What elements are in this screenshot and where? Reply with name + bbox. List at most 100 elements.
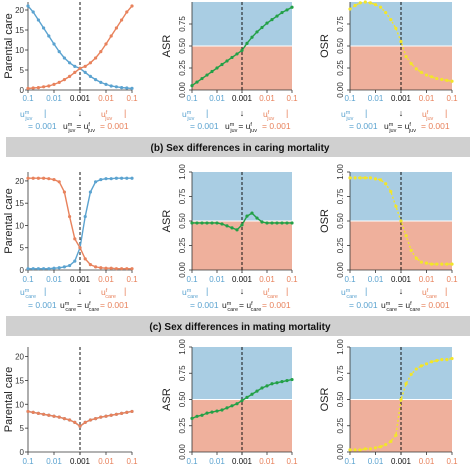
ann-a-left-sup: m [187, 110, 192, 116]
data-point-yellow [353, 176, 357, 180]
y-axis-label: Parental care [3, 367, 15, 432]
x-tick-label: 0.01 [209, 94, 225, 103]
ann-a-left-value: = 0.001 [349, 121, 378, 131]
data-point-green [205, 73, 209, 77]
data-point-blue [88, 74, 92, 78]
ann-a-mid-arrow: ↓ [78, 108, 83, 118]
x-tick-label: 0.1 [446, 94, 458, 103]
y-tick-label: 0.75 [336, 188, 345, 204]
data-point-orange [83, 420, 87, 425]
y-tick-label: 0.00 [336, 262, 345, 278]
data-point-orange [99, 266, 103, 270]
data-point-green [225, 224, 229, 228]
ann-a-mid-eq: um juv= uf juv [63, 121, 95, 134]
y-axis-label: ASR [161, 35, 173, 58]
ann-b-left-bracket: | [206, 286, 208, 296]
data-point-orange [78, 424, 82, 428]
x-tick-label: 0.1 [344, 457, 356, 466]
y-tick-label: 5 [20, 244, 25, 253]
data-point-yellow [404, 234, 408, 238]
data-point-green [200, 221, 204, 225]
ann-a-right-bracket: | [445, 108, 447, 118]
data-point-green [275, 221, 279, 225]
data-point-blue [57, 266, 61, 270]
annotation-row-b-asr: | um care = 0.001 ↓ um care= uf care | uf ca… [182, 286, 291, 313]
y-tick-label: 0.75 [336, 365, 345, 381]
data-point-blue [62, 265, 66, 269]
ann-a-right-symbol: uf juv [263, 109, 275, 122]
ann-b-mid-eq: um care= uf care [60, 300, 99, 313]
y-tick-label: 0.25 [336, 417, 345, 433]
ann-a-right-bracket: | [124, 108, 126, 118]
data-point-blue [114, 176, 118, 180]
data-point-green [245, 41, 249, 45]
x-tick-label: 0.01 [259, 457, 275, 466]
data-point-yellow [414, 367, 418, 371]
data-point-orange [57, 415, 61, 419]
ann-a-left-bracket: | [44, 108, 46, 118]
x-tick-label: 0.01 [259, 94, 275, 103]
data-point-green [230, 55, 234, 60]
data-point-blue [125, 86, 129, 90]
y-tick-label: 0.25 [178, 60, 187, 76]
data-point-yellow [450, 262, 454, 266]
data-point-green [270, 18, 274, 22]
y-tick-label: 0.25 [178, 237, 187, 253]
ann-b-right-symbol: uf care [263, 287, 278, 300]
x-tick-label: 0.01 [98, 94, 114, 103]
data-point-green [215, 66, 219, 70]
data-point-orange [42, 85, 46, 89]
data-point-blue [31, 10, 35, 14]
data-point-blue [94, 180, 98, 184]
data-point-yellow [368, 176, 372, 180]
ann-a-left-value: = 0.001 [28, 121, 57, 131]
data-point-green [280, 10, 284, 15]
x-tick-label: 0.01 [46, 275, 62, 284]
x-tick-label: 0.1 [126, 94, 138, 103]
data-point-orange [52, 177, 56, 182]
data-point-green [255, 30, 259, 34]
y-tick-label: 0.25 [178, 417, 187, 433]
y-axis-label: Parental care [3, 188, 15, 253]
data-point-blue [26, 267, 30, 271]
data-point-orange [130, 267, 134, 271]
data-point-blue [130, 176, 134, 180]
data-point-green [260, 386, 264, 390]
data-point-yellow [358, 1, 362, 5]
data-point-blue [36, 18, 41, 22]
data-point-yellow [430, 360, 434, 364]
data-point-green [220, 222, 224, 226]
y-axis-label: ASR [161, 210, 173, 233]
data-point-green [215, 409, 219, 413]
data-point-orange [73, 420, 77, 425]
data-point-yellow [414, 256, 418, 260]
ann-b-left-value: = 0.001 [28, 300, 57, 310]
data-point-yellow [348, 176, 352, 180]
data-point-yellow [440, 77, 444, 82]
x-tick-label: 0.001 [70, 94, 91, 103]
data-point-yellow [363, 0, 367, 4]
y-tick-label: 0.00 [178, 82, 187, 98]
y-tick-label: 0.50 [178, 213, 187, 229]
ann-b-mid-arrow: ↓ [399, 286, 404, 296]
y-tick-label: 0.25 [336, 237, 345, 253]
data-point-orange [104, 266, 108, 270]
x-tick-label: 0.1 [446, 457, 458, 466]
banner-b-label: (b) Sex differences in caring mortality [151, 143, 330, 154]
data-point-yellow [379, 445, 383, 449]
x-tick-label: 0.01 [46, 94, 62, 103]
data-point-yellow [353, 448, 357, 452]
data-point-yellow [445, 262, 449, 266]
data-point-yellow [384, 443, 388, 447]
data-point-yellow [419, 260, 423, 264]
data-point-orange [88, 61, 92, 65]
data-point-green [290, 221, 294, 225]
data-point-green [190, 221, 194, 225]
data-point-yellow [414, 67, 418, 71]
ann-a-right-value: = 0.001 [262, 121, 291, 131]
data-point-yellow [404, 54, 408, 59]
y-axis-label: ASR [161, 388, 173, 411]
data-point-blue [99, 177, 103, 182]
data-point-yellow [353, 3, 357, 8]
